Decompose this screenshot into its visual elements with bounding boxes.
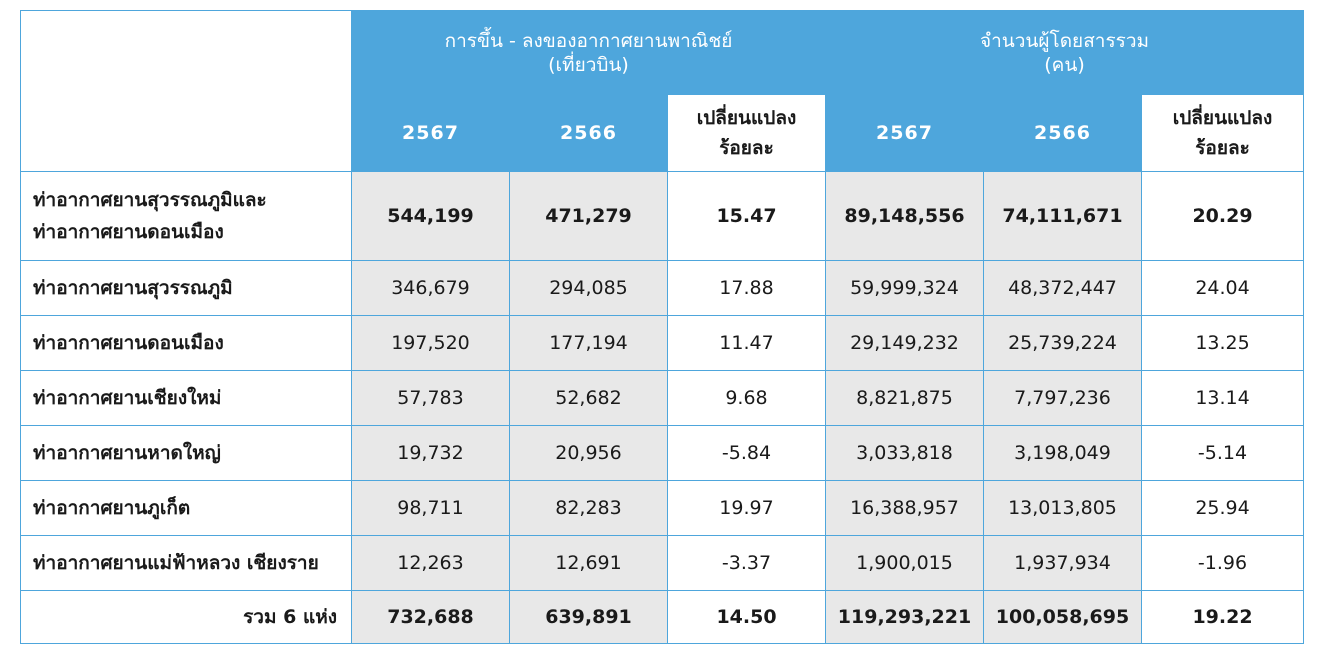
- change-label-line1: เปลี่ยนแปลง: [696, 107, 797, 129]
- flights-change-cell: 19.97: [667, 480, 826, 536]
- airport-name: ท่าอากาศยานแม่ฟ้าหลวง เชียงราย: [20, 535, 352, 591]
- flights-year-2567: 2567: [351, 94, 510, 172]
- passengers-change-cell: -1.96: [1140, 535, 1305, 591]
- flights-2567-cell: 98,711: [351, 480, 510, 536]
- flights-2567-total: 732,688: [351, 590, 510, 644]
- airport-name: ท่าอากาศยานดอนเมือง: [20, 315, 352, 371]
- header-year-row: 2567 2566 เปลี่ยนแปลง ร้อยละ 2567 2566 เ…: [21, 94, 1305, 172]
- corner-cell: [20, 10, 352, 172]
- flights-2567-cell: 12,263: [351, 535, 510, 591]
- airport-name: ท่าอากาศยานสุวรรณภูมิและ ท่าอากาศยานดอนเ…: [20, 171, 352, 261]
- passengers-2566-cell: 74,111,671: [983, 171, 1142, 261]
- flights-change-cell: 17.88: [667, 260, 826, 316]
- passengers-change-header: เปลี่ยนแปลง ร้อยละ: [1140, 94, 1305, 172]
- passengers-2567-cell: 3,033,818: [825, 425, 984, 481]
- change-label-line2: ร้อยละ: [719, 137, 774, 159]
- flights-change-cell: 11.47: [667, 315, 826, 371]
- airport-name: ท่าอากาศยานหาดใหญ่: [20, 425, 352, 481]
- airport-statistics-table: การขึ้น - ลงของอากาศยานพาณิชย์ (เที่ยวบิ…: [20, 10, 1305, 644]
- passengers-change-cell: 20.29: [1140, 171, 1305, 261]
- passengers-2566-total: 100,058,695: [983, 590, 1142, 644]
- table-row: ท่าอากาศยานหาดใหญ่ 19,732 20,956 -5.84 3…: [20, 425, 1305, 481]
- passengers-2567-cell: 16,388,957: [825, 480, 984, 536]
- passengers-change-cell: -5.14: [1140, 425, 1305, 481]
- passengers-change-cell: 13.14: [1140, 370, 1305, 426]
- flights-group-title: การขึ้น - ลงของอากาศยานพาณิชย์: [444, 29, 733, 52]
- flights-2566-total: 639,891: [509, 590, 668, 644]
- airport-name: ท่าอากาศยานภูเก็ต: [20, 480, 352, 536]
- passengers-2566-cell: 7,797,236: [983, 370, 1142, 426]
- airport-name: ท่าอากาศยานสุวรรณภูมิ: [20, 260, 352, 316]
- passengers-2567-cell: 89,148,556: [825, 171, 984, 261]
- passengers-change-cell: 24.04: [1140, 260, 1305, 316]
- flights-2566-cell: 294,085: [509, 260, 668, 316]
- flights-2567-cell: 57,783: [351, 370, 510, 426]
- passengers-group-header: จำนวนผู้โดยสารรวม (คน): [824, 10, 1305, 95]
- flights-year-2566: 2566: [509, 94, 668, 172]
- flights-2566-cell: 177,194: [509, 315, 668, 371]
- flights-2566-cell: 52,682: [509, 370, 668, 426]
- flights-change-cell: -3.37: [667, 535, 826, 591]
- flights-group-unit: (เที่ยวบิน): [548, 53, 629, 76]
- passengers-change-total: 19.22: [1140, 590, 1305, 644]
- passengers-2567-cell: 8,821,875: [825, 370, 984, 426]
- passengers-2567-total: 119,293,221: [825, 590, 984, 644]
- airport-name-line1: ท่าอากาศยานสุวรรณภูมิและ: [33, 189, 267, 211]
- passengers-2567-cell: 29,149,232: [825, 315, 984, 371]
- passengers-group-title: จำนวนผู้โดยสารรวม: [979, 29, 1150, 52]
- change-label-line2: ร้อยละ: [1195, 137, 1250, 159]
- passengers-change-cell: 13.25: [1140, 315, 1305, 371]
- total-row: รวม 6 แห่ง 732,688 639,891 14.50 119,293…: [20, 590, 1305, 644]
- change-label-line1: เปลี่ยนแปลง: [1172, 107, 1273, 129]
- table-row: ท่าอากาศยานภูเก็ต 98,711 82,283 19.97 16…: [20, 480, 1305, 536]
- header-group-row: การขึ้น - ลงของอากาศยานพาณิชย์ (เที่ยวบิ…: [20, 10, 1305, 172]
- flights-change-total: 14.50: [667, 590, 826, 644]
- flights-change-cell: 15.47: [667, 171, 826, 261]
- flights-change-cell: 9.68: [667, 370, 826, 426]
- passengers-2566-cell: 48,372,447: [983, 260, 1142, 316]
- passengers-change-cell: 25.94: [1140, 480, 1305, 536]
- table-row: ท่าอากาศยานสุวรรณภูมิ 346,679 294,085 17…: [20, 260, 1305, 316]
- passengers-year-2567: 2567: [825, 94, 984, 172]
- flights-2566-cell: 82,283: [509, 480, 668, 536]
- table-row: ท่าอากาศยานดอนเมือง 197,520 177,194 11.4…: [20, 315, 1305, 371]
- passengers-2566-cell: 13,013,805: [983, 480, 1142, 536]
- table-row: ท่าอากาศยานสุวรรณภูมิและ ท่าอากาศยานดอนเ…: [20, 171, 1305, 261]
- passengers-2566-cell: 25,739,224: [983, 315, 1142, 371]
- passengers-2567-cell: 1,900,015: [825, 535, 984, 591]
- passengers-2566-cell: 1,937,934: [983, 535, 1142, 591]
- table-row: ท่าอากาศยานแม่ฟ้าหลวง เชียงราย 12,263 12…: [20, 535, 1305, 591]
- flights-change-header: เปลี่ยนแปลง ร้อยละ: [667, 94, 826, 172]
- airport-name: ท่าอากาศยานเชียงใหม่: [20, 370, 352, 426]
- table-row: ท่าอากาศยานเชียงใหม่ 57,783 52,682 9.68 …: [20, 370, 1305, 426]
- passengers-2567-cell: 59,999,324: [825, 260, 984, 316]
- flights-2567-cell: 19,732: [351, 425, 510, 481]
- passengers-group-unit: (คน): [1044, 53, 1085, 76]
- airport-name-line2: ท่าอากาศยานดอนเมือง: [33, 221, 224, 243]
- passengers-year-2566: 2566: [983, 94, 1142, 172]
- flights-group-header: การขึ้น - ลงของอากาศยานพาณิชย์ (เที่ยวบิ…: [351, 10, 826, 95]
- total-label: รวม 6 แห่ง: [20, 590, 352, 644]
- flights-2566-cell: 12,691: [509, 535, 668, 591]
- flights-2566-cell: 20,956: [509, 425, 668, 481]
- passengers-2566-cell: 3,198,049: [983, 425, 1142, 481]
- flights-2567-cell: 346,679: [351, 260, 510, 316]
- flights-2567-cell: 197,520: [351, 315, 510, 371]
- flights-change-cell: -5.84: [667, 425, 826, 481]
- flights-2567-cell: 544,199: [351, 171, 510, 261]
- flights-2566-cell: 471,279: [509, 171, 668, 261]
